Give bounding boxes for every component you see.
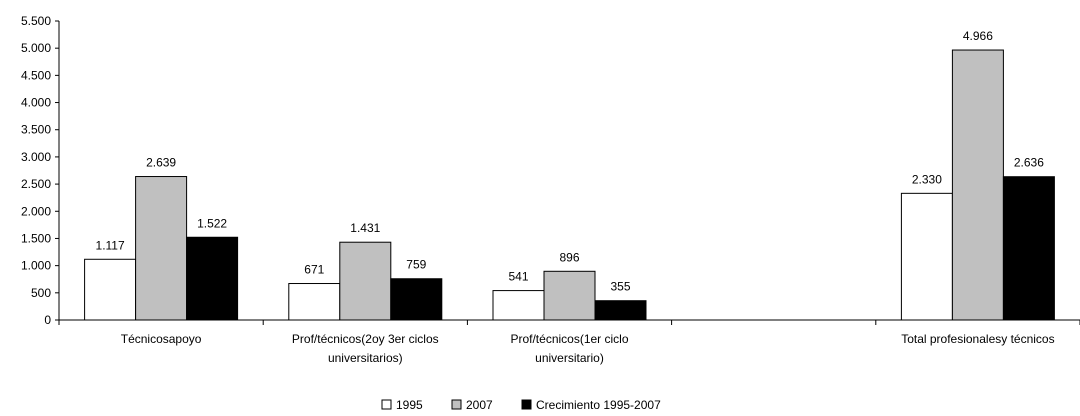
- bar: [186, 236, 239, 321]
- legend-label: Crecimiento 1995-2007: [536, 398, 661, 412]
- data-label: 2.639: [146, 156, 176, 170]
- legend-label: 2007: [466, 398, 493, 412]
- y-tick-label: 0: [44, 313, 51, 327]
- legend-swatch: [451, 399, 462, 410]
- bar: [1002, 176, 1055, 321]
- data-label: 1.431: [350, 221, 380, 235]
- y-axis: 0 500 1.000 1.500 2.000 2.500 3.000 3.500 4.000 4…: [21, 14, 60, 327]
- bars: [84, 49, 1055, 321]
- bar: [594, 300, 647, 321]
- data-label: 759: [406, 258, 426, 272]
- bar: [390, 278, 443, 321]
- category-label: Prof/técnicos(1er ciclo: [510, 332, 628, 346]
- y-tick-label: 5.000: [21, 41, 51, 55]
- bar: [900, 192, 953, 321]
- y-tick-label: 3.500: [21, 123, 51, 137]
- legend-label: 1995: [396, 398, 423, 412]
- legend-swatch: [381, 399, 392, 410]
- y-tick-label: 500: [31, 286, 51, 300]
- x-axis: [58, 319, 1080, 325]
- data-label: 2.636: [1014, 156, 1044, 170]
- category-label: Total profesionalesy técnicos: [901, 332, 1054, 346]
- bar: [543, 270, 596, 321]
- y-tick-label: 2.500: [21, 177, 51, 191]
- bar: [339, 241, 392, 321]
- data-label: 541: [508, 270, 528, 284]
- bar: [135, 176, 188, 321]
- category-label: universitario): [535, 351, 604, 365]
- y-tick-label: 3.000: [21, 150, 51, 164]
- y-tick-label: 1.000: [21, 259, 51, 273]
- data-label: 2.330: [912, 172, 942, 186]
- data-label: 896: [559, 250, 579, 264]
- data-label: 1.117: [96, 238, 125, 252]
- y-tick-label: 2.000: [21, 204, 51, 218]
- category-label: Técnicosapoyo: [121, 332, 202, 346]
- y-tick-label: 5.500: [21, 14, 51, 28]
- data-label: 671: [304, 263, 324, 277]
- data-labels: 1.117 2.639 1.522 671 1.431 759 541 896 355 2.330…: [96, 29, 1045, 294]
- category-label: Prof/técnicos(2oy 3er ciclos: [292, 332, 439, 346]
- y-tick-label: 4.000: [21, 96, 51, 110]
- bar: [288, 283, 341, 321]
- data-label: 4.966: [963, 29, 993, 43]
- bar: [492, 290, 545, 321]
- legend-swatch: [521, 399, 532, 410]
- data-label: 355: [610, 280, 630, 294]
- category-labels: Técnicosapoyo Prof/técnicos(2oy 3er ciclo…: [121, 332, 1055, 365]
- legend: 1995 2007 Crecimiento 1995-2007: [381, 398, 661, 412]
- bar: [84, 258, 137, 321]
- category-label: universitarios): [328, 351, 403, 365]
- bar: [951, 49, 1004, 321]
- data-label: 1.522: [197, 216, 227, 230]
- y-tick-label: 1.500: [21, 231, 51, 245]
- y-tick-label: 4.500: [21, 68, 51, 82]
